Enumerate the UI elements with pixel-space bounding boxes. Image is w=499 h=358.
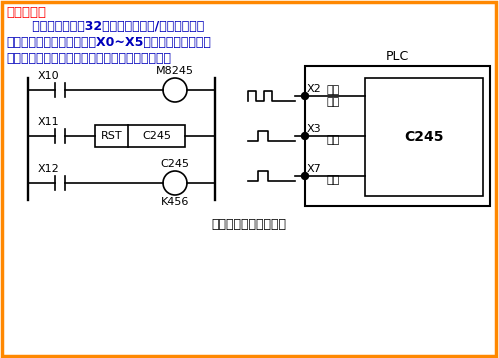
Text: 脉冲: 脉冲 [327,97,340,107]
Text: 它们只对特定的输入端子（X0~X5）的脉冲进行计数。: 它们只对特定的输入端子（X0~X5）的脉冲进行计数。 [6,36,211,49]
Text: 高速计数器也是32位停电保持型增/减计数器，但: 高速计数器也是32位停电保持型增/减计数器，但 [6,20,204,33]
Text: RST: RST [101,131,122,141]
Text: PLC: PLC [386,50,409,63]
Text: 启动: 启动 [327,175,340,185]
Bar [95,125,185,147]
Text: X10: X10 [38,71,59,81]
Text: 高速计数器采用终端方式处理，与扫描周期无关。: 高速计数器采用终端方式处理，与扫描周期无关。 [6,52,171,65]
Text: X12: X12 [38,164,60,174]
Text: X7: X7 [307,164,322,174]
Text: 单相单输入高速计数器: 单相单输入高速计数器 [212,218,286,231]
Circle shape [301,132,308,140]
Text: C245: C245 [142,131,171,141]
Text: 高速: 高速 [327,85,340,95]
Bar [305,66,490,206]
Bar [365,78,483,196]
Text: 编程软元件: 编程软元件 [6,6,46,19]
Text: X2: X2 [307,84,322,94]
Text: 复位: 复位 [327,135,340,145]
Text: M8245: M8245 [156,66,194,76]
Circle shape [301,92,308,100]
Text: C245: C245 [404,130,444,144]
Text: X3: X3 [307,124,322,134]
Circle shape [301,173,308,179]
Text: C245: C245 [161,159,190,169]
Text: X11: X11 [38,117,59,127]
Text: K456: K456 [161,197,189,207]
